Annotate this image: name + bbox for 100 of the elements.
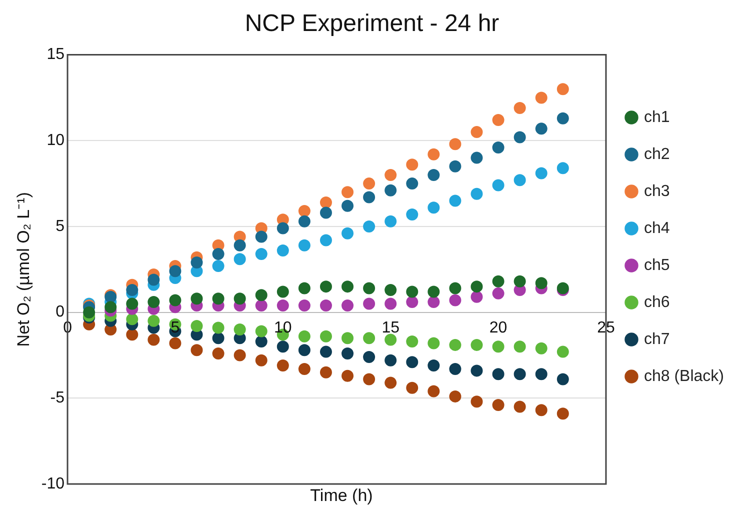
point [169, 294, 182, 306]
point [342, 332, 354, 344]
point [428, 168, 440, 181]
point [492, 287, 504, 300]
point [190, 256, 203, 269]
point [255, 289, 268, 302]
point [320, 234, 332, 246]
point [320, 196, 332, 208]
point [406, 286, 418, 298]
point [556, 112, 569, 124]
point [212, 332, 224, 344]
legend-label: ch8 (Black) [644, 368, 724, 385]
legend-label: ch7 [644, 330, 670, 348]
point [298, 344, 310, 356]
point [255, 248, 268, 260]
point [406, 158, 418, 171]
point [428, 286, 440, 298]
point [449, 160, 462, 172]
point [255, 354, 268, 366]
x-axis-title: Time (h) [309, 486, 374, 506]
x-tick-label: 15 [382, 320, 400, 337]
point [384, 376, 397, 389]
point [276, 299, 289, 312]
point [492, 142, 504, 154]
point [190, 344, 203, 356]
point [298, 215, 310, 228]
point [492, 340, 504, 353]
y-tick-label: -5 [50, 390, 65, 407]
point [470, 126, 483, 138]
point [363, 191, 376, 204]
point [342, 370, 354, 382]
point [535, 167, 548, 180]
point [470, 290, 483, 303]
point [535, 92, 548, 104]
point [298, 299, 310, 312]
point [320, 280, 332, 293]
point [556, 83, 569, 96]
point [428, 296, 440, 308]
point [276, 286, 289, 298]
point [169, 337, 182, 350]
legend-label: ch3 [644, 182, 670, 200]
point [83, 306, 96, 318]
point [514, 275, 526, 288]
point [148, 274, 160, 286]
point [126, 313, 138, 326]
point [126, 284, 138, 296]
legend-label: ch4 [644, 220, 670, 237]
point [298, 330, 310, 342]
point [320, 299, 332, 312]
point [255, 325, 268, 338]
point [514, 368, 526, 380]
point [470, 152, 483, 164]
point [406, 178, 418, 190]
y-tick-label: 0 [56, 304, 65, 321]
point [492, 399, 504, 412]
point [126, 328, 138, 341]
point [556, 346, 569, 358]
point [384, 284, 397, 296]
point [234, 349, 246, 362]
point [556, 408, 569, 420]
point [406, 336, 418, 348]
point [384, 298, 397, 310]
point [255, 336, 268, 348]
point [406, 208, 418, 220]
point [298, 362, 310, 375]
point [449, 390, 462, 402]
point [298, 282, 310, 294]
point [234, 323, 246, 336]
point [470, 280, 483, 293]
point [320, 330, 332, 342]
legend-label: ch1 [644, 108, 670, 126]
point [363, 282, 376, 294]
chart-title: NCP Experiment - 24 hr [244, 10, 500, 38]
y-tick-label: 5 [56, 218, 65, 235]
point [320, 206, 332, 219]
point [190, 292, 203, 305]
point [363, 332, 376, 344]
point [492, 368, 504, 380]
point [449, 362, 462, 375]
point [212, 322, 224, 334]
point [535, 122, 548, 135]
y-tick-label: 15 [46, 46, 65, 64]
point [492, 179, 504, 192]
x-tick-label: 20 [489, 320, 508, 337]
point [428, 337, 440, 350]
point [363, 350, 376, 363]
point [449, 282, 462, 294]
legend-label: ch5 [644, 256, 670, 274]
point [556, 373, 569, 386]
point [492, 114, 504, 126]
point [234, 253, 246, 266]
legend-label: ch6 [644, 294, 670, 311]
point [363, 178, 376, 190]
point [342, 200, 354, 212]
point [514, 400, 526, 413]
point [449, 138, 462, 150]
point [449, 294, 462, 306]
point [428, 148, 440, 160]
point [104, 301, 117, 314]
point [190, 320, 203, 332]
